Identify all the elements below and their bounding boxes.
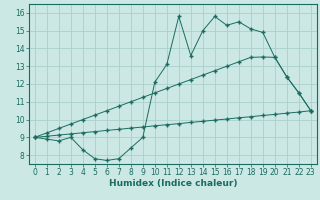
- X-axis label: Humidex (Indice chaleur): Humidex (Indice chaleur): [108, 179, 237, 188]
